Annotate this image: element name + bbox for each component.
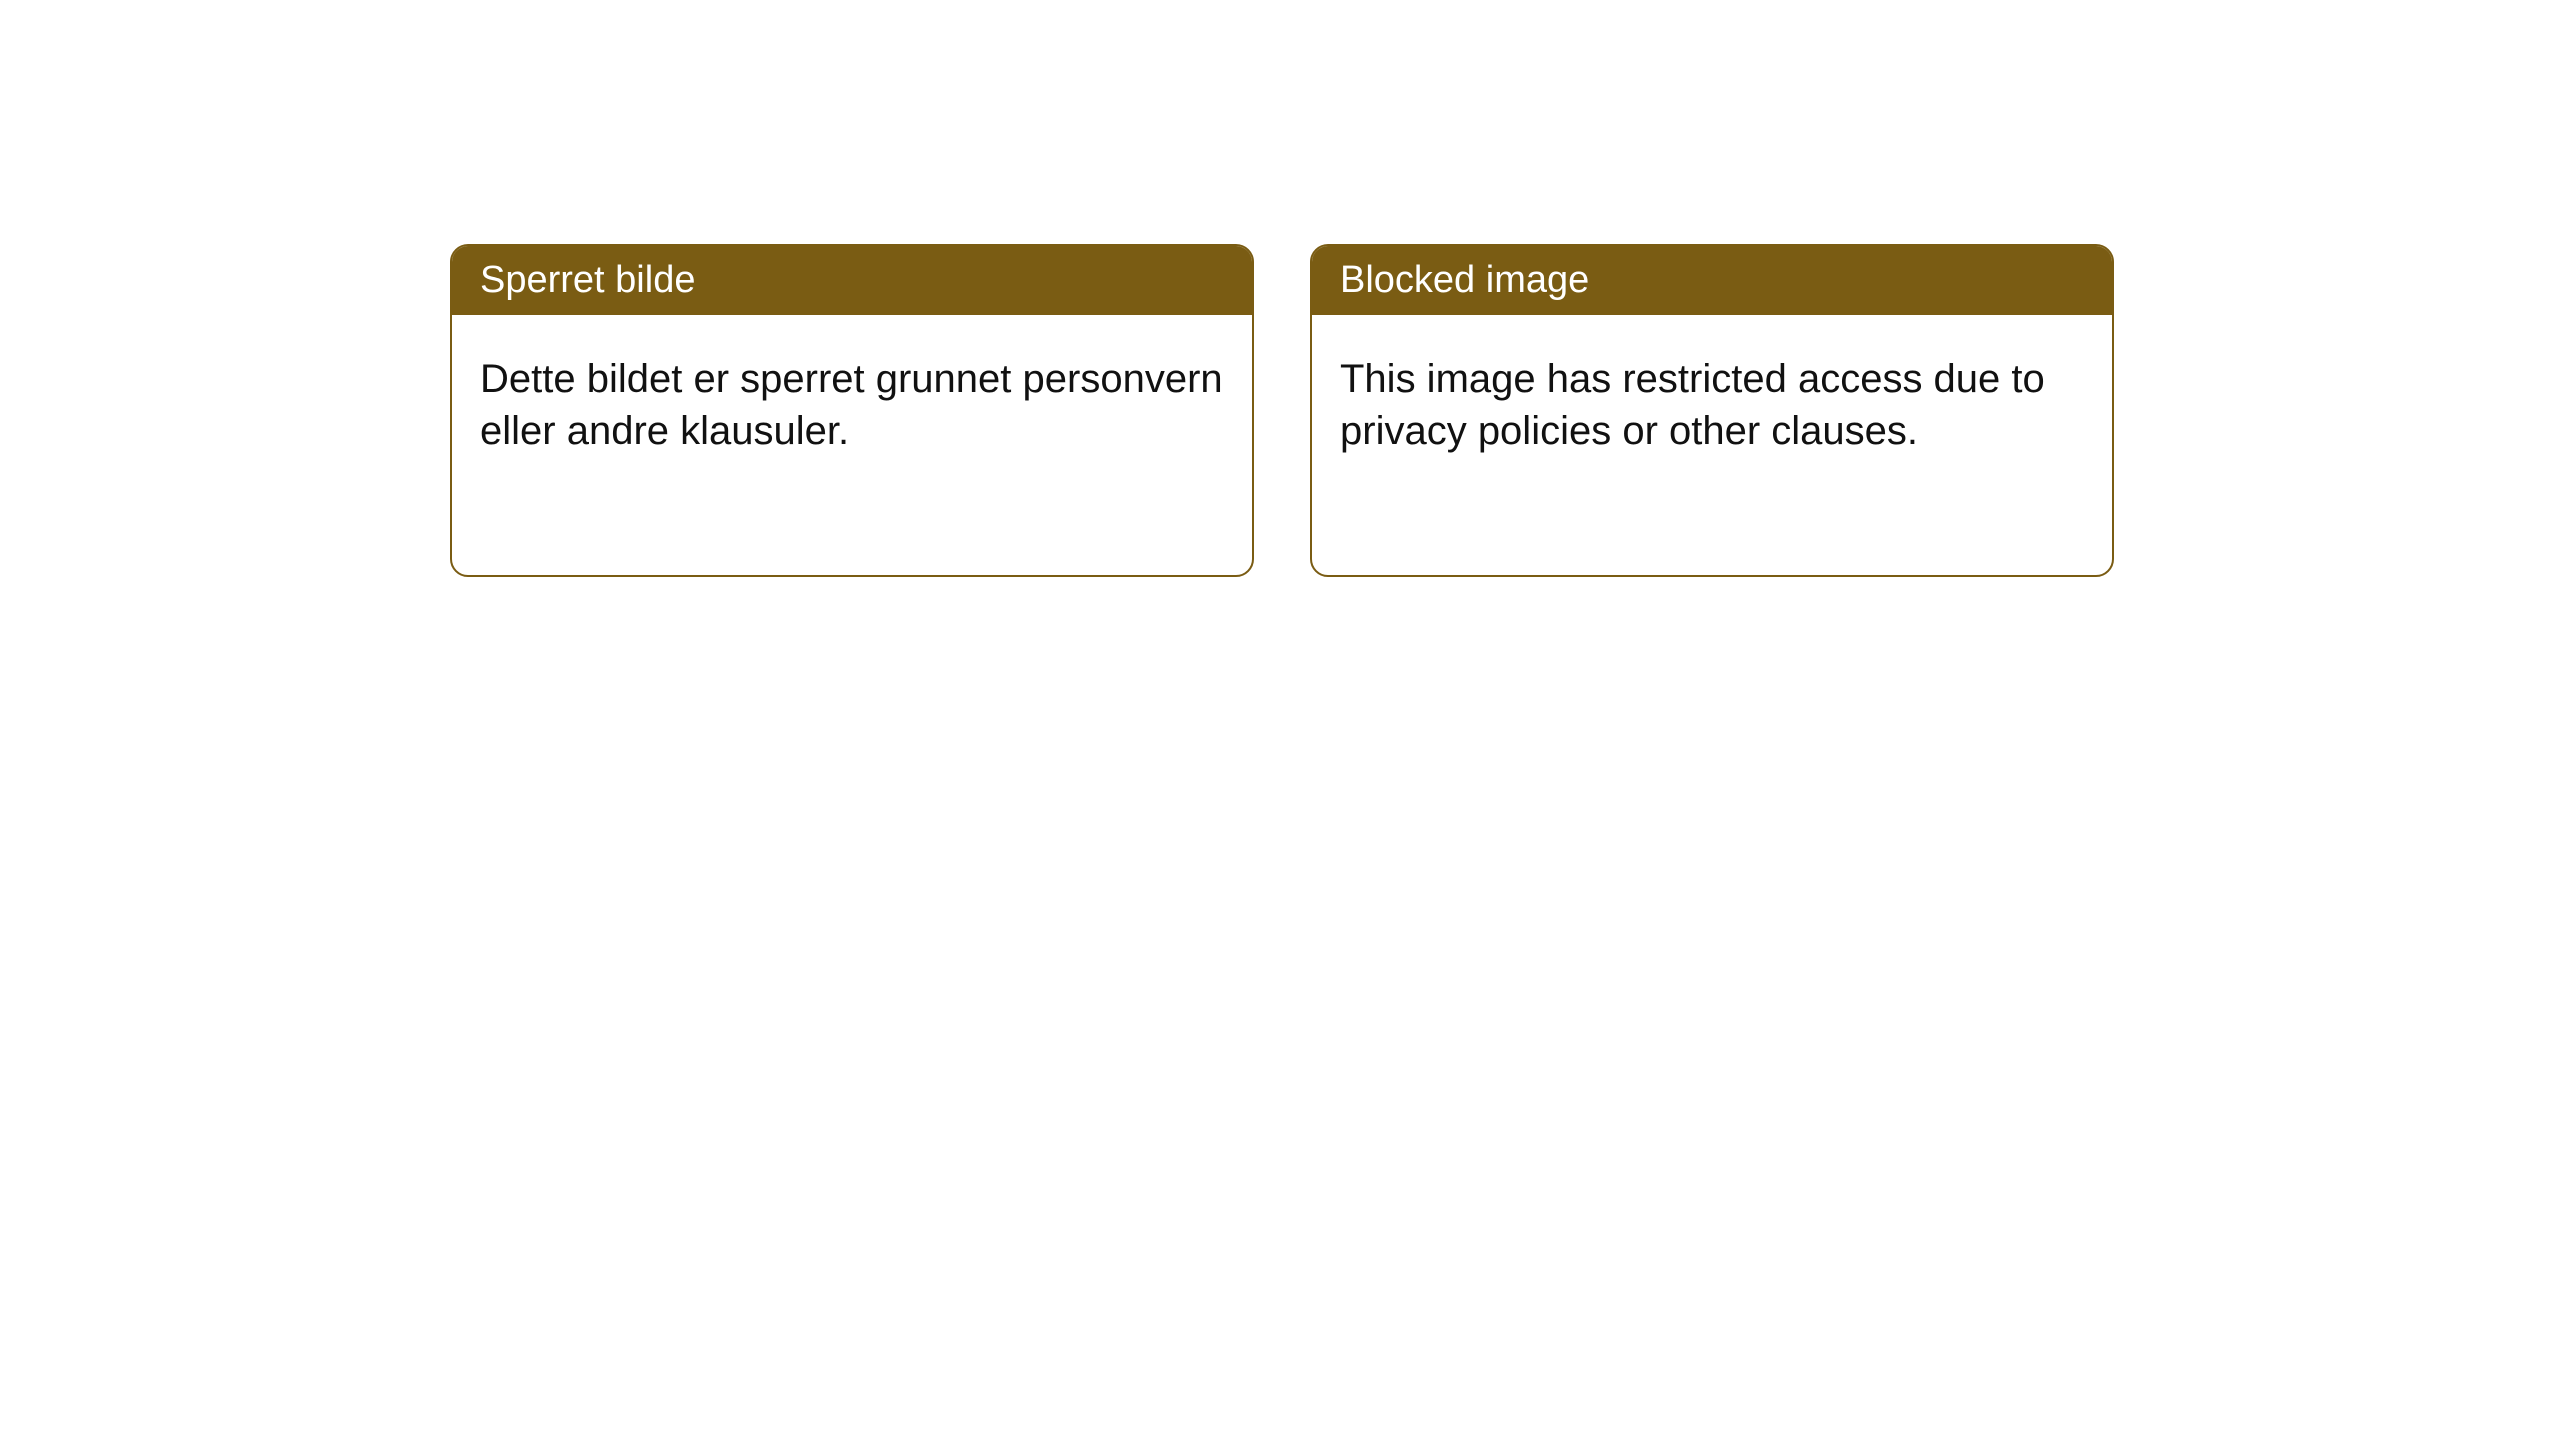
card-title: Blocked image <box>1340 259 1589 301</box>
card-body-text: Dette bildet er sperret grunnet personve… <box>480 357 1223 453</box>
card-body: Dette bildet er sperret grunnet personve… <box>452 315 1252 495</box>
cards-container: Sperret bilde Dette bildet er sperret gr… <box>0 0 2560 577</box>
blocked-image-card-norwegian: Sperret bilde Dette bildet er sperret gr… <box>450 244 1254 577</box>
card-body-text: This image has restricted access due to … <box>1340 357 2045 453</box>
card-body: This image has restricted access due to … <box>1312 315 2112 495</box>
blocked-image-card-english: Blocked image This image has restricted … <box>1310 244 2114 577</box>
card-header: Sperret bilde <box>452 246 1252 315</box>
card-title: Sperret bilde <box>480 259 695 301</box>
card-header: Blocked image <box>1312 246 2112 315</box>
